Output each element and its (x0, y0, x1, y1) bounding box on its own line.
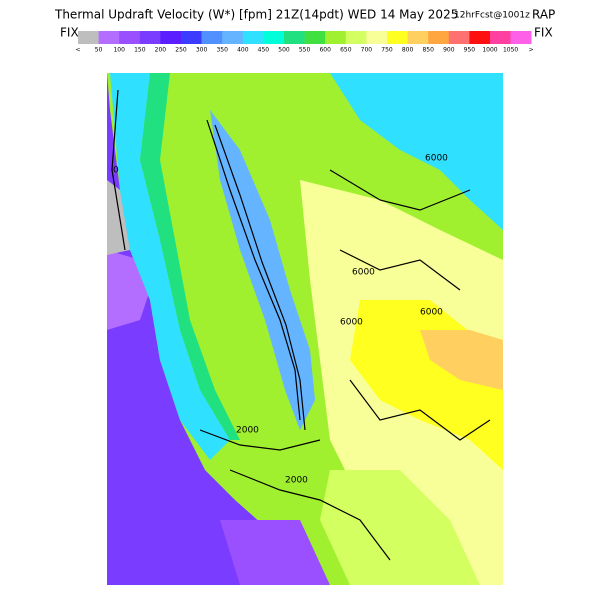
color-box (304, 31, 326, 44)
contour (339, 249, 461, 291)
color-box (201, 31, 223, 44)
area (330, 73, 503, 230)
scale-label: 200 (155, 47, 167, 54)
scale-label: < (75, 47, 80, 54)
contour (111, 89, 126, 251)
scale-label: 350 (216, 47, 228, 54)
scale-label: 50 (95, 47, 103, 54)
color-box (119, 31, 141, 44)
fix-left: FIX (60, 26, 79, 40)
color-box (469, 31, 491, 44)
color-box (345, 31, 367, 44)
scale-label: 750 (381, 47, 393, 54)
scale-label: 100 (113, 47, 125, 54)
color-box (98, 31, 120, 44)
scale-label: 600 (319, 47, 331, 54)
contour-label: 2000 (236, 426, 259, 436)
coast-strip (140, 73, 240, 440)
contour-label: 0 (113, 166, 119, 176)
forecast: 12hrFcst@1001z (454, 11, 530, 21)
color-box (242, 31, 264, 44)
contour-label: 2000 (285, 476, 308, 486)
contour-label: 6000 (340, 318, 363, 328)
scale-label: 300 (196, 47, 208, 54)
contour (206, 119, 301, 421)
scale-label: 850 (422, 47, 434, 54)
scale-label: 150 (134, 47, 146, 54)
scale-label: 1000 (482, 47, 497, 54)
model: RAP (532, 8, 555, 22)
contour (214, 124, 306, 431)
scale-label: 550 (299, 47, 311, 54)
color-box (407, 31, 429, 44)
color-box (387, 31, 408, 44)
scale-label: 650 (340, 47, 352, 54)
area (220, 520, 330, 585)
scale-label: 950 (464, 47, 476, 54)
contour-label: 6000 (352, 268, 375, 278)
color-box (160, 31, 182, 44)
color-box (222, 31, 244, 44)
color-box (181, 31, 202, 44)
scale-label: 450 (258, 47, 270, 54)
scale-label: 500 (278, 47, 290, 54)
scale-label: 700 (361, 47, 373, 54)
area (420, 330, 503, 390)
color-scale: <50 100 150 200 250 300 350 400 450 500 550 600 650 7… (75, 31, 534, 54)
contour-label: 6000 (425, 154, 448, 164)
color-box (284, 31, 305, 44)
coast-strip (110, 73, 230, 460)
contour (199, 429, 321, 451)
scale-label: 250 (175, 47, 187, 54)
contour (329, 169, 471, 211)
color-box (490, 31, 511, 44)
color-box (78, 31, 99, 44)
scale-label: 900 (443, 47, 455, 54)
scale-label: > (529, 47, 534, 54)
contour (229, 469, 391, 561)
color-box (325, 31, 347, 44)
color-box (448, 31, 470, 44)
area (107, 180, 130, 255)
color-box (366, 31, 388, 44)
contour (349, 379, 491, 441)
color-box (428, 31, 450, 44)
map: 6000 6000 6000 6000 0 2000 2000 (107, 73, 503, 585)
contour-label: 6000 (420, 308, 443, 318)
color-box (510, 31, 532, 44)
scale-label: 800 (402, 47, 414, 54)
ocean (107, 73, 300, 585)
area (320, 470, 480, 585)
scale-label: 1050 (503, 47, 518, 54)
color-box (139, 31, 161, 44)
title: Thermal Updraft Velocity (W*) [fpm] 21Z(… (54, 8, 458, 22)
scale-label: 400 (237, 47, 249, 54)
fix-right: FIX (534, 26, 553, 40)
color-box (263, 31, 285, 44)
